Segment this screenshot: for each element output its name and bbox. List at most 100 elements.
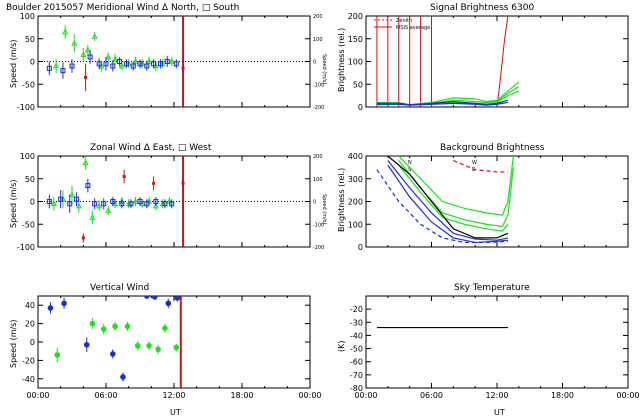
vertical-title: Vertical Wind [90, 283, 149, 293]
meridional-ytick-right-label: -200 [313, 105, 324, 111]
background-series-bd [377, 170, 508, 243]
background-series-rd [453, 161, 508, 172]
meridional-ytick-label: 100 [20, 12, 35, 21]
vertical-blue-point [48, 305, 54, 311]
zonal-ytick-right-label: 200 [313, 154, 323, 160]
vertical-ytick-label: 0 [30, 338, 35, 347]
meridional-ytick-label: 0 [30, 58, 35, 67]
zonal-title: Zonal Wind Δ East, □ West [90, 143, 212, 153]
background-ytick-label: 400 [348, 152, 363, 161]
vertical-blue-point [110, 351, 116, 357]
vertical-blue-point [152, 294, 158, 300]
vertical-xtick-label: 06:00 [94, 391, 117, 400]
sky-frame [366, 296, 628, 388]
zonal-ytick-right-label: -100 [313, 222, 324, 228]
vertical-ytick-label: 20 [25, 320, 35, 329]
meridional-plot: -100 -50 0 50 100 -200 -100 0 100 200 [17, 12, 325, 112]
background-ytick-label: 100 [348, 220, 363, 229]
meridional-red-point [182, 67, 185, 70]
vertical-xlabel: UT [170, 408, 181, 417]
vertical-blue-point [61, 301, 67, 307]
sky-plot: -80-70-60-50-40-30-2000:00 06:00 12:00 18:0… [350, 296, 640, 400]
signal-red-curve [497, 16, 508, 107]
vertical-green-point [54, 352, 60, 358]
background-series-g3 [399, 165, 508, 231]
vertical-green-point [173, 345, 179, 351]
signal-ytick-label: 0 [358, 103, 363, 112]
background-legend-w: W [472, 160, 477, 166]
background-series-g2 [399, 161, 514, 227]
meridional-ytick-label: 50 [25, 35, 35, 44]
vertical-green-point [90, 321, 96, 327]
background-series-b1 [388, 161, 508, 241]
vertical-green-point [125, 324, 131, 330]
background-plot: 0 100 200 300 400 [348, 152, 628, 252]
sky-ytick-label: -60 [350, 358, 363, 367]
background-ytick-label: 200 [348, 198, 363, 207]
sky-xtick-label: 00:00 [616, 391, 639, 400]
vertical-xtick-label: 12:00 [162, 391, 185, 400]
vertical-ytick-label: -40 [22, 375, 35, 384]
meridional-data [38, 16, 310, 107]
background-ytick-label: 300 [348, 175, 363, 184]
meridional-red-point [84, 76, 87, 79]
vertical-green-point [135, 343, 141, 349]
signal-ytick-label: 100 [348, 58, 363, 67]
vertical-ylabel: Speed (m/s) [9, 319, 18, 368]
signal-ytick-label: 200 [348, 12, 363, 21]
zonal-ytick-right-label: -200 [313, 245, 324, 251]
sky-xtick-label: 00:00 [354, 391, 377, 400]
background-data [377, 156, 513, 242]
zonal-ylabel: Speed (m/s) [9, 179, 18, 228]
vertical-blue-point [166, 301, 172, 307]
vertical-xtick-label: 18:00 [230, 391, 253, 400]
vertical-ytick-label: 40 [25, 301, 35, 310]
figure: Boulder 2015057 Meridional Wind Δ North,… [0, 0, 640, 420]
meridional-ytick-right-label: -100 [313, 82, 324, 88]
zonal-ytick-right-label: 0 [313, 200, 316, 206]
meridional-ytick-right-label: 200 [313, 14, 323, 20]
background-legend-n: N [408, 160, 412, 166]
zonal-ytick-label: 100 [20, 152, 35, 161]
meridional-ylabel-right: Speed (m/s) [321, 54, 327, 84]
background-series-g1 [399, 156, 514, 215]
signal-ytick-label: 50 [353, 80, 363, 89]
sky-ylabel: (K) [337, 341, 346, 353]
vertical-green-point [155, 347, 161, 353]
background-title: Background Brightness [440, 143, 545, 153]
zonal-ytick-label: -50 [22, 220, 35, 229]
signal-legend-msis: MSIS average [396, 25, 430, 31]
zonal-ylabel-right: Speed (m/s) [321, 194, 327, 224]
vertical-blue-point [120, 374, 126, 380]
zonal-ytick-label: -100 [17, 243, 35, 252]
zonal-data [38, 156, 310, 247]
signal-title: Signal Brightness 6300 [430, 3, 534, 13]
signal-ylabel: Brightness (rel.) [337, 28, 346, 92]
zonal-ytick-label: 0 [30, 198, 35, 207]
sky-xtick-label: 18:00 [551, 391, 574, 400]
signal-ytick-label: 150 [348, 35, 363, 44]
zonal-ytick-label: 50 [25, 175, 35, 184]
vertical-green-point [112, 324, 118, 330]
zonal-red-point [82, 236, 85, 239]
background-series-k [388, 156, 508, 238]
vertical-green-point [162, 325, 168, 331]
meridional-ytick-right-label: 0 [313, 60, 316, 66]
meridional-ylabel: Speed (m/s) [9, 39, 18, 88]
zonal-red-point [152, 182, 155, 185]
meridional-ytick-label: -50 [22, 80, 35, 89]
vertical-frame [38, 296, 310, 388]
plot-layer: -100-50050100-200-1000100200-100-5005010… [17, 12, 640, 400]
background-ytick-label: 0 [358, 243, 363, 252]
sky-ytick-label: -70 [350, 371, 363, 380]
vertical-green-point [101, 326, 107, 332]
sky-xlabel: UT [494, 408, 505, 417]
meridional-ytick-label: -100 [17, 103, 35, 112]
meridional-ytick-right-label: 100 [313, 37, 323, 43]
zonal-red-point [123, 175, 126, 178]
vertical-blue-point [144, 293, 150, 299]
sky-xtick-label: 12:00 [485, 391, 508, 400]
sky-ytick-label: -30 [350, 318, 363, 327]
zonal-ytick-right-label: 100 [313, 177, 323, 183]
vertical-green-point [146, 343, 152, 349]
